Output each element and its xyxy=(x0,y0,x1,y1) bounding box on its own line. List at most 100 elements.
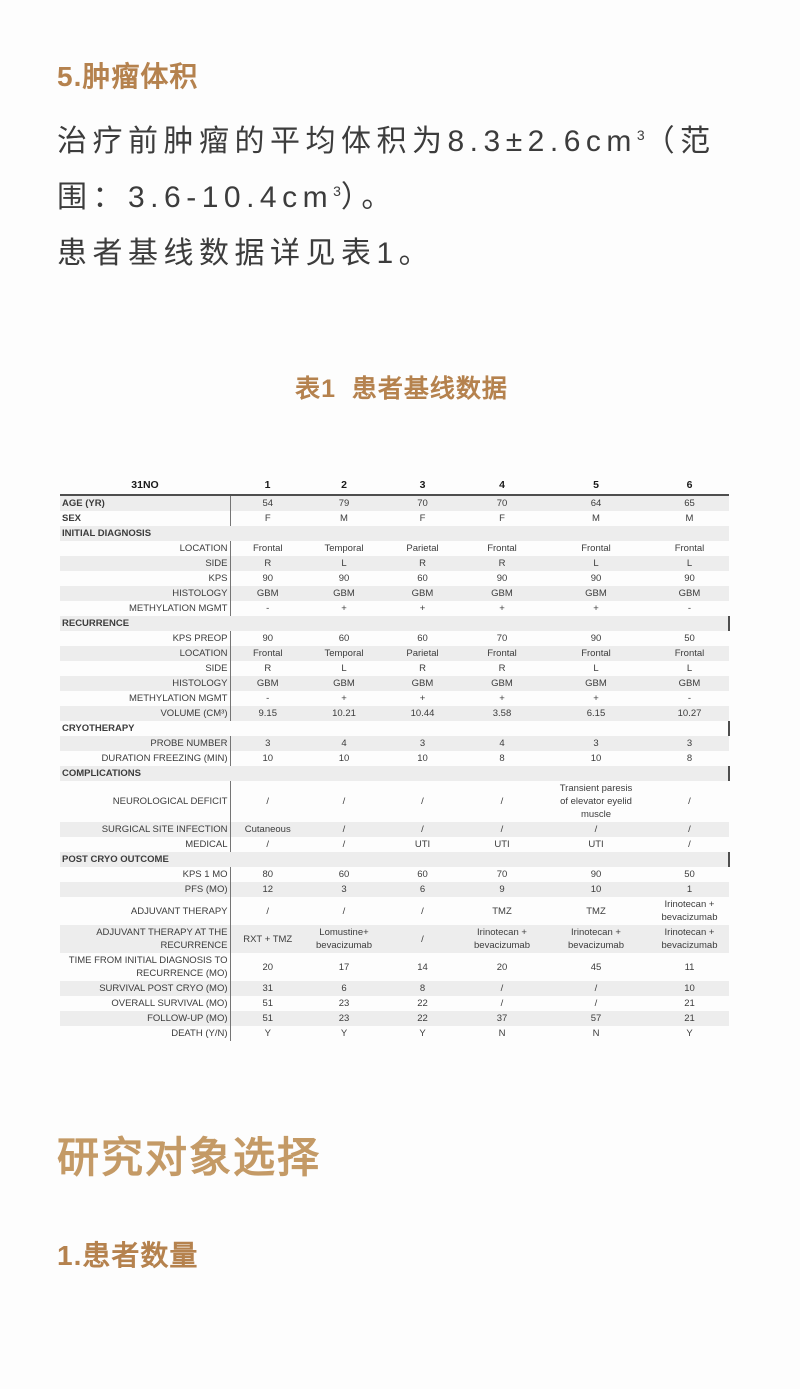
cell-value: 51 xyxy=(229,1011,305,1026)
cell-value: 50 xyxy=(684,869,695,880)
cell-value: R xyxy=(229,661,305,676)
table-row: LOCATION Frontal Temporal Parietal Frontal Fr… xyxy=(60,541,729,556)
row-label: DEATH (Y/N) xyxy=(171,1028,228,1039)
cell-value: + xyxy=(593,603,599,614)
cell-value: 10 xyxy=(684,983,695,994)
cell-value: / xyxy=(688,824,691,835)
cell-value: R xyxy=(419,663,426,674)
row-label: MEDICAL xyxy=(185,839,228,850)
cell-value: 23 xyxy=(338,1013,350,1024)
cell-value: + xyxy=(593,693,599,704)
row-label: KPS xyxy=(208,573,228,584)
cell-value: / xyxy=(594,983,598,994)
cell-value: 50 xyxy=(684,633,695,644)
row-label: FOLLOW-UP (MO) xyxy=(147,1013,228,1024)
cell-value: UTI xyxy=(588,839,604,850)
table-row: AGE (YR) 54 79 70 70 64 65 xyxy=(60,495,729,511)
table-row: PROBE NUMBER 3 4 3 4 3 3 xyxy=(60,736,729,751)
section-label: INITIAL DIAGNOSIS xyxy=(62,528,152,539)
cell-value: L xyxy=(686,663,693,674)
cell-value: / xyxy=(342,796,346,807)
cell-value: GBM xyxy=(411,678,434,689)
cell-value: - xyxy=(687,693,692,704)
cell-value: 22 xyxy=(417,998,428,1009)
cell-value: / xyxy=(342,905,346,917)
row-label: SIDE xyxy=(205,558,228,569)
cell-value: 8 xyxy=(499,753,505,764)
table-section-row: CRYOTHERAPY xyxy=(60,721,730,736)
cell-value: 23 xyxy=(338,998,350,1009)
table-body: AGE (YR) 54 79 70 70 64 65 SEX F M F F M M INITIAL DIA… xyxy=(60,495,730,1041)
cell-value: 8 xyxy=(686,753,693,764)
cell-value: / xyxy=(229,897,305,925)
cell-value: F xyxy=(229,511,305,526)
cell-value: 10 xyxy=(229,751,305,766)
cell-value: + xyxy=(499,693,505,704)
cell-value: Transient paresis of elevator eyelid mus… xyxy=(559,783,633,820)
cell-value: 9.15 xyxy=(229,706,305,721)
row-label: OVERALL SURVIVAL (MO) xyxy=(111,998,228,1009)
table-row: KPS PREOP 90 60 60 70 90 50 xyxy=(60,631,729,646)
intro-line-2-tail: ）。 xyxy=(340,181,397,214)
table-reference-paragraph: 患者基线数据详见表1。 xyxy=(57,237,435,270)
cell-value: 4 xyxy=(499,738,505,749)
cell-value: + xyxy=(419,693,426,704)
table-row: ADJUVANT THERAPY / / / TMZ TMZ Irinotecan + be… xyxy=(60,897,729,925)
table-section-row: POST CRYO OUTCOME xyxy=(60,852,730,867)
cell-value: 3 xyxy=(593,738,599,749)
row-label: SURGICAL SITE INFECTION xyxy=(101,824,228,835)
cell-value: 80 xyxy=(229,867,305,882)
table-header-row: 31NO 1 2 3 4 5 6 xyxy=(60,478,729,496)
row-label: ADJUVANT THERAPY AT THE RECURRENCE xyxy=(96,927,228,951)
cell-value: 60 xyxy=(338,633,350,644)
cell-value: Frontal xyxy=(674,648,705,659)
row-label: METHYLATION MGMT xyxy=(128,603,228,614)
cell-value: Frontal xyxy=(229,646,305,661)
cell-value: 60 xyxy=(338,869,350,880)
cell-value: 90 xyxy=(229,631,305,646)
cell-value: N xyxy=(498,1028,506,1039)
cell-value: 70 xyxy=(496,633,508,644)
row-label: NEUROLOGICAL DEFICIT xyxy=(112,796,228,807)
cell-value: Frontal xyxy=(487,543,517,554)
table-row: NEUROLOGICAL DEFICIT / / / / Transient paresi… xyxy=(60,781,729,822)
cell-value: 17 xyxy=(338,961,350,973)
cell-value: Cutaneous xyxy=(229,822,305,837)
cell-value: / xyxy=(594,824,598,835)
column-header-patient-3: 3 xyxy=(383,478,462,496)
cell-value: F xyxy=(419,513,426,524)
cell-value: - xyxy=(229,691,305,706)
cell-value: Y xyxy=(419,1028,426,1039)
cell-value: / xyxy=(342,824,346,835)
table-row: METHYLATION MGMT - + + + + - xyxy=(60,691,729,706)
cell-value: 4 xyxy=(341,738,347,749)
row-label: ADJUVANT THERAPY xyxy=(130,905,228,917)
cell-value: 90 xyxy=(684,573,695,584)
table-row: SURVIVAL POST CRYO (MO) 31 6 8 / / 10 xyxy=(60,981,729,996)
cell-value: 79 xyxy=(338,498,350,509)
cell-value: Frontal xyxy=(581,543,611,554)
table-row: MEDICAL / / UTI UTI UTI / xyxy=(60,837,729,852)
row-label: LOCATION xyxy=(179,648,228,659)
table-row: SEX F M F F M M xyxy=(60,511,729,526)
cell-value: Irinotecan + bevacizumab xyxy=(568,927,624,951)
cell-value: 21 xyxy=(684,998,695,1009)
table-row: SIDE R L R R L L xyxy=(60,661,729,676)
cell-value: Temporal xyxy=(324,543,364,554)
cell-value: Y xyxy=(686,1028,693,1039)
cell-value: / xyxy=(500,824,504,835)
cell-value: 1 xyxy=(686,884,693,895)
cell-value: / xyxy=(500,998,504,1009)
cell-value: 3 xyxy=(341,884,347,895)
cell-value: / xyxy=(421,933,424,945)
cell-value: / xyxy=(500,983,504,994)
table-row: SURGICAL SITE INFECTION Cutaneous / / / / / xyxy=(60,822,729,837)
cell-value: 10.44 xyxy=(410,708,435,719)
cell-value: 20 xyxy=(496,961,508,973)
cell-value: GBM xyxy=(678,588,701,599)
cell-value: 11 xyxy=(684,961,695,973)
table-section-row: RECURRENCE xyxy=(60,616,730,631)
table-row: DEATH (Y/N) Y Y Y N N Y xyxy=(60,1026,729,1041)
intro-line-2: 围：3.6-10.4cm3）。 xyxy=(57,170,746,226)
cell-value: L xyxy=(686,558,693,569)
